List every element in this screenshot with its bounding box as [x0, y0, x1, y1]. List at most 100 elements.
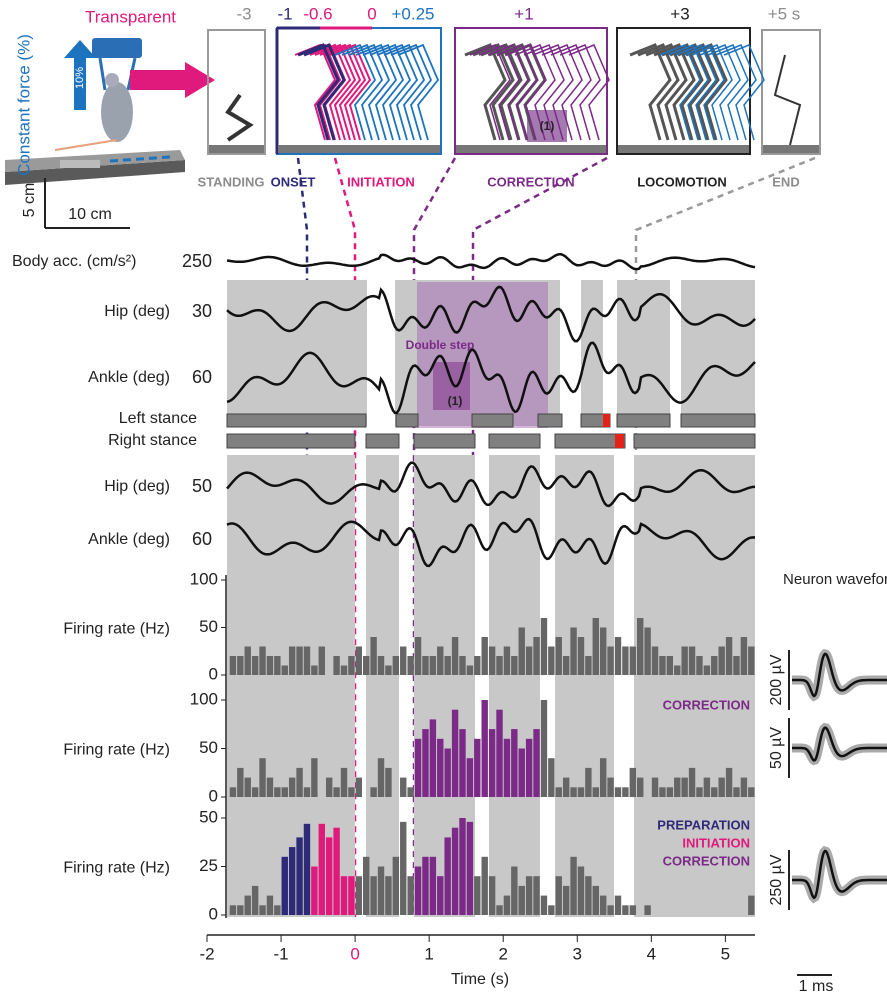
stance-label: Left stance: [119, 410, 197, 427]
bar: [541, 896, 547, 915]
bar: [437, 647, 443, 676]
bar: [326, 778, 332, 797]
bar: [370, 637, 376, 675]
bar: [415, 637, 421, 675]
bar: [282, 857, 288, 915]
bar: [496, 656, 502, 675]
bar: [526, 876, 532, 915]
trace-label: Ankle (deg): [88, 369, 170, 386]
stick: [398, 45, 438, 140]
bar: [289, 778, 295, 797]
bar: [526, 739, 532, 797]
bar: [422, 857, 428, 915]
bar: [578, 867, 584, 916]
bar: [630, 647, 636, 676]
bar: [400, 822, 406, 915]
bar: [519, 886, 525, 915]
bar: [489, 647, 495, 676]
bar: [311, 666, 317, 676]
bar: [741, 637, 747, 675]
bar: [570, 787, 576, 797]
bar: [282, 666, 288, 676]
waveform-scale: 250 µV: [768, 854, 785, 905]
bar: [274, 905, 280, 915]
bar: [519, 749, 525, 798]
bar: [304, 787, 310, 797]
bar: [504, 647, 510, 676]
bar: [696, 787, 702, 797]
bar: [593, 618, 599, 675]
bar: [444, 749, 450, 798]
stick: [370, 45, 410, 140]
bar: [630, 768, 636, 797]
x-tick-label: 2: [498, 944, 507, 963]
bar: [296, 768, 302, 797]
y-tick-label: 50: [199, 617, 218, 636]
bar: [230, 656, 236, 675]
bar: [556, 876, 562, 915]
bar: [467, 758, 473, 797]
bar: [689, 768, 695, 797]
bar: [607, 778, 613, 797]
snapshot-time: 0: [367, 4, 376, 23]
bar: [274, 787, 280, 797]
bar: [393, 656, 399, 675]
panel-annotation: CORRECTION: [663, 697, 750, 712]
trace-scale: 250: [182, 251, 212, 271]
bar: [674, 666, 680, 676]
phase-label: END: [772, 174, 799, 189]
bar: [319, 647, 325, 676]
bar: [230, 905, 236, 915]
phase-label: ONSET: [271, 174, 316, 189]
bar: [519, 628, 525, 676]
bar: [356, 876, 362, 915]
trace-label: Hip (deg): [104, 303, 170, 320]
stick: [384, 45, 424, 140]
bar: [452, 637, 458, 675]
panel-annotation: INITIATION: [682, 835, 750, 850]
force-label: Constant force (%): [14, 34, 33, 176]
waveform-scale: 50 µV: [768, 727, 785, 769]
bar: [659, 787, 665, 797]
y-tick-label: 50: [199, 738, 218, 757]
bar: [718, 647, 724, 676]
force-value: 10%: [74, 67, 86, 89]
bar: [452, 828, 458, 915]
bar: [356, 778, 362, 797]
bar: [296, 647, 302, 676]
bar: [252, 656, 258, 675]
bar: [681, 778, 687, 797]
bar: [400, 778, 406, 797]
bar: [259, 758, 265, 797]
bar: [511, 729, 517, 797]
bar: [378, 758, 384, 797]
bar: [333, 656, 339, 675]
bar: [489, 729, 495, 797]
bar: [504, 896, 510, 915]
y-axis-label: Firing rate (Hz): [63, 742, 170, 759]
snapshot-time: -0.6: [303, 4, 332, 23]
panel-annotation: PREPARATION: [657, 817, 750, 832]
bar: [333, 828, 339, 915]
stick: [363, 45, 403, 140]
bar: [644, 905, 650, 915]
bar: [363, 656, 369, 675]
trace-scale: 60: [192, 529, 212, 549]
bar: [452, 710, 458, 797]
bar: [482, 857, 488, 915]
bar: [741, 778, 747, 797]
bar: [444, 837, 450, 915]
bar: [548, 647, 554, 676]
bar: [578, 637, 584, 675]
phase-label: INITIATION: [347, 174, 415, 189]
snapshot-time: -3: [236, 4, 251, 23]
bar: [622, 647, 628, 676]
bar: [748, 896, 754, 915]
bar: [311, 758, 317, 797]
bar: [585, 876, 591, 915]
bar: [378, 867, 384, 916]
bar: [704, 778, 710, 797]
bar: [696, 656, 702, 675]
trace-label: Ankle (deg): [88, 531, 170, 548]
bar: [348, 656, 354, 675]
